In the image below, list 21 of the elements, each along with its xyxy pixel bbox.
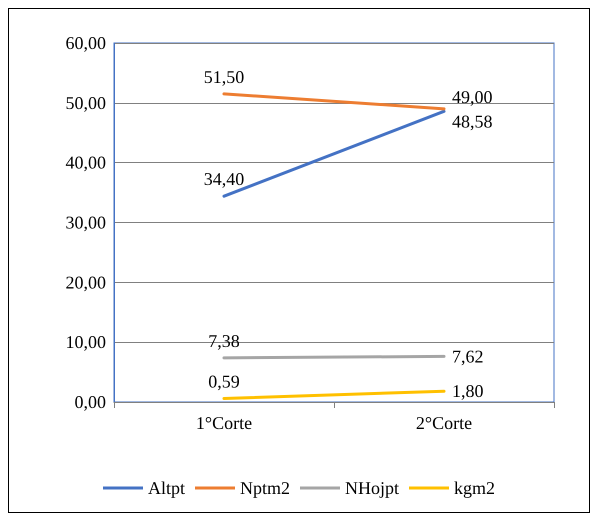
y-tick-label: 0,00 xyxy=(74,392,106,412)
y-tick-label: 40,00 xyxy=(66,152,106,173)
data-label: 51,50 xyxy=(204,66,244,87)
y-tick-label: 60,00 xyxy=(66,33,106,53)
x-tick-label: 2°Corte xyxy=(416,413,472,433)
data-label: 34,40 xyxy=(204,169,244,190)
data-label: 0,59 xyxy=(208,371,240,392)
data-label: 49,00 xyxy=(452,86,492,107)
legend-label: Altpt xyxy=(148,478,186,498)
y-tick-label: 50,00 xyxy=(66,92,106,113)
y-tick-label: 10,00 xyxy=(66,332,106,352)
data-label: 7,38 xyxy=(208,330,240,351)
y-tick-label: 20,00 xyxy=(66,272,106,292)
y-tick-label: 30,00 xyxy=(66,212,106,232)
data-label: 48,58 xyxy=(452,111,492,132)
x-tick-label: 1°Corte xyxy=(196,413,252,433)
data-label: 1,80 xyxy=(452,381,484,402)
legend-label: Nptm2 xyxy=(240,478,290,498)
legend-label: kgm2 xyxy=(454,478,496,498)
data-label: 7,62 xyxy=(452,346,484,366)
legend-label: NHojpt xyxy=(345,478,399,498)
